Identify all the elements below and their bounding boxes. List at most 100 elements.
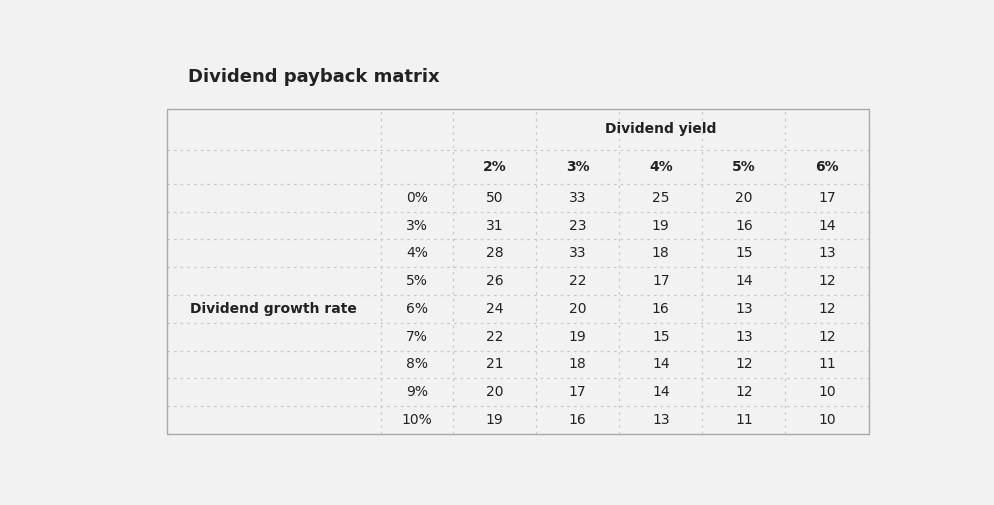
- Text: 14: 14: [651, 358, 669, 372]
- Text: Dividend payback matrix: Dividend payback matrix: [188, 68, 439, 86]
- Bar: [381, 323, 452, 350]
- Bar: [452, 267, 536, 295]
- Text: 20: 20: [569, 302, 585, 316]
- Text: 26: 26: [485, 274, 503, 288]
- Text: 2%: 2%: [482, 160, 506, 174]
- Text: 4%: 4%: [406, 246, 427, 261]
- Bar: [618, 295, 702, 323]
- Text: 17: 17: [817, 191, 835, 205]
- Bar: [452, 406, 536, 434]
- Text: 24: 24: [485, 302, 503, 316]
- Text: Dividend yield: Dividend yield: [604, 123, 716, 136]
- Text: 13: 13: [651, 413, 669, 427]
- Text: 13: 13: [735, 330, 751, 344]
- Bar: [452, 150, 536, 184]
- Bar: [536, 239, 618, 267]
- Bar: [618, 150, 702, 184]
- Bar: [784, 184, 868, 212]
- Bar: [167, 406, 381, 434]
- Text: 25: 25: [651, 191, 669, 205]
- Bar: [167, 184, 381, 212]
- Bar: [536, 378, 618, 406]
- Text: Dividend growth rate: Dividend growth rate: [190, 302, 357, 316]
- Text: 5%: 5%: [732, 160, 755, 174]
- Text: 3%: 3%: [566, 160, 588, 174]
- Bar: [784, 295, 868, 323]
- Text: 15: 15: [651, 330, 669, 344]
- Text: 17: 17: [651, 274, 669, 288]
- Bar: [167, 267, 381, 295]
- Bar: [536, 267, 618, 295]
- Text: 4%: 4%: [648, 160, 672, 174]
- Text: 33: 33: [569, 246, 585, 261]
- Text: 10: 10: [817, 413, 835, 427]
- Bar: [381, 350, 452, 378]
- Bar: [702, 323, 784, 350]
- Bar: [536, 350, 618, 378]
- Bar: [784, 109, 868, 150]
- Text: 10%: 10%: [402, 413, 431, 427]
- Bar: [381, 109, 452, 150]
- Bar: [381, 212, 452, 239]
- Bar: [618, 323, 702, 350]
- Text: 33: 33: [569, 191, 585, 205]
- Bar: [452, 184, 536, 212]
- Bar: [167, 109, 381, 150]
- Bar: [784, 150, 868, 184]
- Bar: [536, 406, 618, 434]
- Text: 16: 16: [569, 413, 586, 427]
- Bar: [452, 212, 536, 239]
- Bar: [381, 239, 452, 267]
- Bar: [536, 212, 618, 239]
- Bar: [381, 406, 452, 434]
- Bar: [536, 109, 618, 150]
- Bar: [536, 150, 618, 184]
- Bar: [381, 378, 452, 406]
- Text: 19: 19: [651, 219, 669, 233]
- Bar: [618, 267, 702, 295]
- Bar: [167, 350, 381, 378]
- Text: 12: 12: [817, 274, 835, 288]
- Text: 3%: 3%: [406, 219, 427, 233]
- Bar: [452, 109, 536, 150]
- Text: 6%: 6%: [406, 302, 427, 316]
- Bar: [702, 406, 784, 434]
- Text: 11: 11: [817, 358, 835, 372]
- Text: 31: 31: [485, 219, 503, 233]
- Text: 12: 12: [817, 302, 835, 316]
- Bar: [702, 239, 784, 267]
- Bar: [702, 378, 784, 406]
- Text: 5%: 5%: [406, 274, 427, 288]
- Text: 0%: 0%: [406, 191, 427, 205]
- Bar: [167, 295, 381, 323]
- Text: 10: 10: [817, 385, 835, 399]
- Bar: [452, 323, 536, 350]
- Bar: [702, 150, 784, 184]
- Text: 13: 13: [735, 302, 751, 316]
- Bar: [452, 239, 536, 267]
- Bar: [784, 406, 868, 434]
- Text: 16: 16: [651, 302, 669, 316]
- Text: 6%: 6%: [814, 160, 838, 174]
- Text: 19: 19: [569, 330, 586, 344]
- Text: 16: 16: [735, 219, 752, 233]
- Text: 50: 50: [485, 191, 503, 205]
- Bar: [381, 267, 452, 295]
- Bar: [167, 323, 381, 350]
- Bar: [618, 350, 702, 378]
- Text: 21: 21: [485, 358, 503, 372]
- Text: 17: 17: [569, 385, 585, 399]
- Text: 12: 12: [735, 358, 751, 372]
- Bar: [784, 378, 868, 406]
- Bar: [702, 212, 784, 239]
- Bar: [618, 406, 702, 434]
- Text: 11: 11: [735, 413, 752, 427]
- Bar: [784, 323, 868, 350]
- Bar: [784, 212, 868, 239]
- Text: 18: 18: [569, 358, 586, 372]
- Text: 23: 23: [569, 219, 585, 233]
- Bar: [452, 378, 536, 406]
- Bar: [381, 150, 452, 184]
- Bar: [784, 267, 868, 295]
- Bar: [618, 239, 702, 267]
